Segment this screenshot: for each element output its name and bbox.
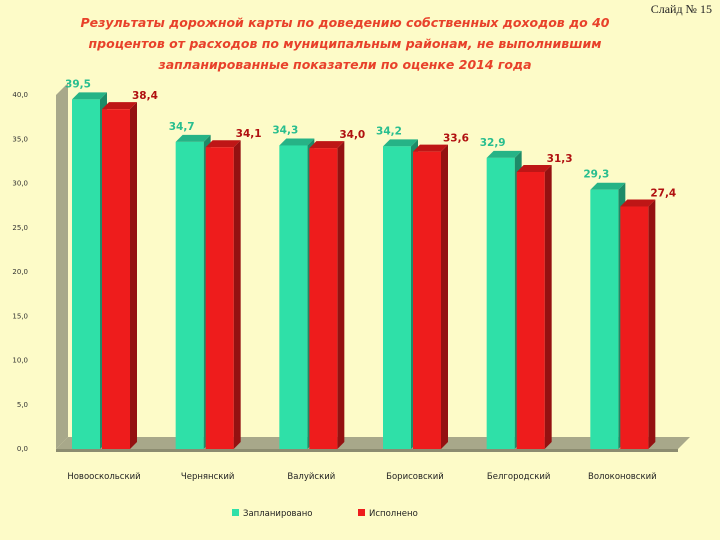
data-label: 34,3 (272, 124, 298, 136)
data-label: 34,7 (169, 121, 195, 133)
data-label: 29,3 (583, 169, 609, 181)
bar-top (72, 92, 107, 100)
bar-top (486, 150, 522, 158)
bar (620, 206, 649, 449)
bar-top (175, 134, 211, 142)
data-label: 34,0 (339, 129, 365, 141)
data-label: 34,2 (376, 125, 402, 137)
x-tick-label: Белгородский (487, 472, 551, 482)
bar-top (102, 102, 137, 110)
y-tick-label: 5,0 (17, 401, 28, 409)
chart-title: Результаты дорожной карты по доведению с… (80, 15, 610, 72)
data-label: 32,9 (480, 137, 506, 149)
data-label: 33,6 (443, 133, 469, 145)
data-label: 27,4 (650, 188, 676, 200)
bar (486, 157, 515, 449)
bar-side (130, 102, 137, 449)
bar (279, 145, 308, 449)
bar-top (516, 164, 552, 172)
bar (413, 151, 441, 449)
bar (72, 99, 100, 450)
bar (590, 189, 619, 449)
legend-swatch (232, 509, 239, 516)
bar (516, 171, 545, 449)
bar-top (279, 138, 315, 146)
x-tick-label: Борисовский (386, 472, 444, 482)
data-label: 31,3 (547, 153, 573, 165)
bar-top (309, 141, 345, 149)
y-tick-label: 40,0 (12, 91, 28, 99)
bar-side (233, 140, 241, 449)
bar (309, 148, 338, 449)
legend-label: Запланировано (243, 509, 313, 519)
plot-floor-edge (56, 449, 678, 452)
slide-number: Слайд № 15 (650, 2, 712, 16)
bar (205, 147, 234, 449)
y-tick-label: 35,0 (12, 135, 28, 143)
y-tick-label: 20,0 (12, 268, 28, 276)
legend-swatch (358, 509, 365, 516)
bar-side (544, 164, 552, 449)
x-tick-label: Новооскольский (67, 472, 140, 482)
y-tick-label: 0,0 (17, 445, 28, 453)
bar-side (441, 144, 448, 449)
bar (175, 141, 204, 449)
bar-top (413, 144, 448, 152)
bar (383, 146, 411, 449)
bar-side (648, 199, 656, 449)
y-tick-label: 25,0 (12, 224, 28, 232)
bar-top (590, 182, 626, 190)
bar-top (620, 199, 656, 207)
data-label: 34,1 (236, 128, 262, 140)
legend-label: Исполнено (369, 509, 418, 519)
x-tick-label: Чернянский (181, 472, 235, 482)
y-tick-label: 15,0 (12, 312, 28, 320)
data-label: 38,4 (132, 90, 158, 102)
plot-side-wall (56, 83, 68, 449)
x-tick-label: Волоконовский (588, 472, 657, 482)
bar-top (205, 140, 241, 148)
x-tick-label: Валуйский (287, 472, 335, 482)
y-tick-label: 30,0 (12, 180, 28, 188)
bar (102, 109, 130, 449)
data-label: 39,5 (65, 78, 91, 90)
bar-side (337, 141, 345, 449)
y-tick-label: 10,0 (12, 357, 28, 365)
bar-top (383, 139, 418, 147)
